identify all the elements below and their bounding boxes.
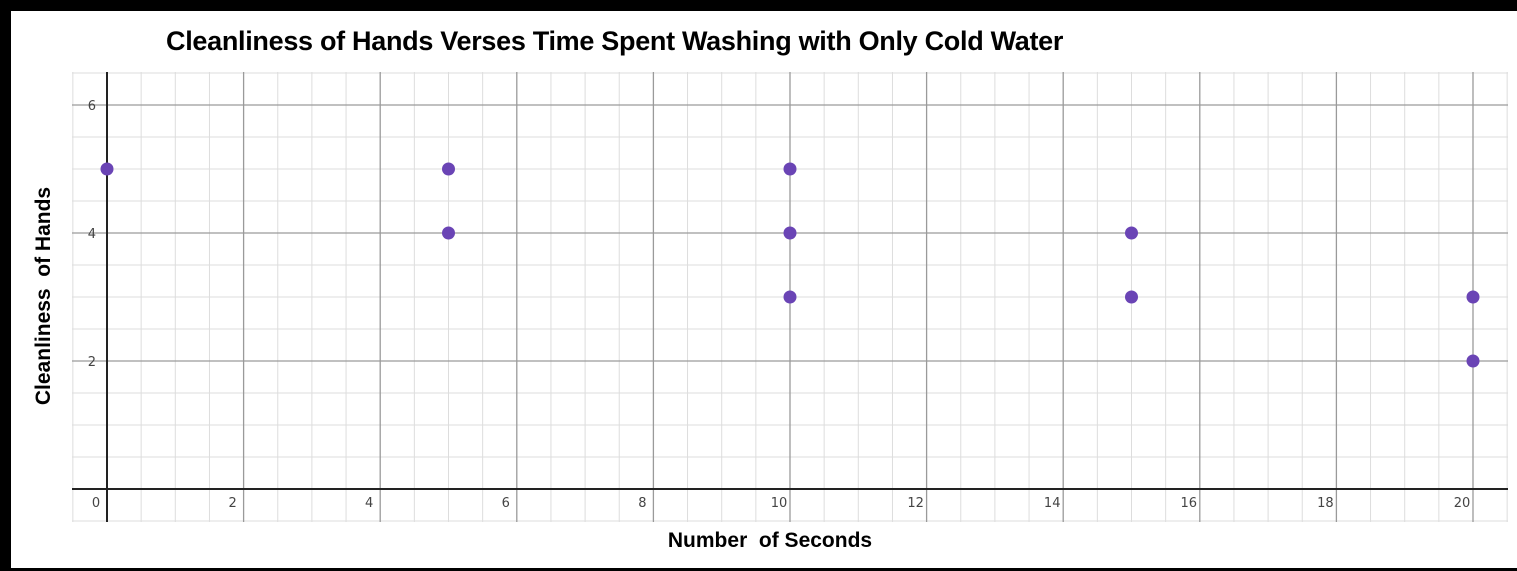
x-tick-label: 0 bbox=[92, 496, 100, 511]
x-tick-label: 2 bbox=[228, 496, 236, 511]
data-point bbox=[100, 162, 114, 176]
x-tick-label: 4 bbox=[365, 496, 373, 511]
tick-labels: 0 2 4 6 8 10 12 14 16 18 20 2 4 6 bbox=[88, 99, 1471, 511]
data-point bbox=[783, 226, 797, 240]
y-tick-label: 2 bbox=[88, 355, 96, 370]
x-tick-label: 16 bbox=[1181, 496, 1198, 511]
data-point bbox=[1466, 290, 1480, 304]
x-tick-label: 12 bbox=[907, 496, 924, 511]
minor-grid bbox=[72, 72, 1508, 522]
data-point bbox=[783, 162, 797, 176]
axes bbox=[72, 72, 1508, 522]
chart-title: Cleanliness of Hands Verses Time Spent W… bbox=[166, 26, 1064, 56]
y-tick-label: 6 bbox=[88, 99, 96, 114]
y-axis-label: Cleanliness of Hands bbox=[32, 186, 55, 406]
data-point bbox=[783, 290, 797, 304]
x-tick-label: 20 bbox=[1454, 496, 1471, 511]
x-tick-label: 14 bbox=[1044, 496, 1061, 511]
x-tick-label: 8 bbox=[638, 496, 646, 511]
data-point bbox=[1125, 226, 1138, 240]
data-point bbox=[1466, 354, 1480, 368]
x-tick-label: 10 bbox=[771, 496, 788, 511]
x-tick-label: 18 bbox=[1317, 496, 1334, 511]
y-tick-label: 4 bbox=[88, 227, 96, 242]
data-point bbox=[442, 226, 455, 240]
data-points bbox=[100, 162, 1480, 368]
x-axis-label: Number of Seconds bbox=[667, 529, 873, 552]
data-point bbox=[442, 162, 455, 176]
x-tick-label: 6 bbox=[502, 496, 510, 511]
data-point bbox=[1125, 290, 1138, 304]
